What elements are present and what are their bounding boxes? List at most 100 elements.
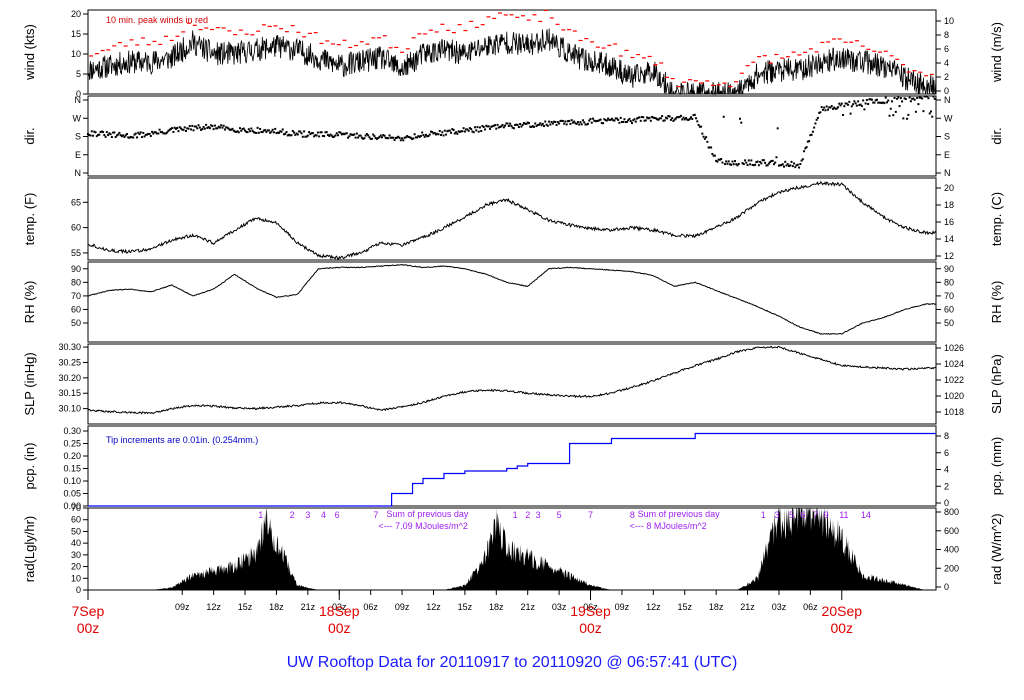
dir-point	[808, 140, 811, 143]
dir-point	[875, 98, 878, 101]
dir-point	[380, 136, 383, 139]
dir-point	[592, 117, 595, 120]
dir-point	[891, 100, 894, 103]
dir-point	[868, 98, 871, 101]
panel-pcp: 0.00 0.05 0.10 0.15 0.20 0.25 0.30 0 2 4 6 8 pcp. (i…	[22, 425, 1004, 511]
dir-point	[713, 154, 716, 157]
dir-point	[654, 117, 657, 120]
dir-point	[461, 130, 464, 133]
dir-point	[810, 133, 813, 136]
dir-point	[251, 129, 254, 132]
dir-point	[894, 110, 897, 113]
left-tick-label: 65	[71, 197, 81, 207]
dir-point	[334, 134, 337, 137]
hour-marker-label: 1	[513, 510, 518, 520]
dir-point	[782, 165, 785, 168]
dir-point	[388, 134, 391, 137]
dir-point	[288, 133, 291, 136]
dir-point	[529, 125, 532, 128]
dir-point	[190, 128, 193, 131]
dir-point	[863, 108, 866, 111]
panel-frame	[87, 177, 937, 261]
dir-point	[200, 128, 203, 131]
dir-point	[291, 129, 294, 132]
dir-point	[852, 103, 855, 106]
dir-point	[656, 118, 659, 121]
dir-point	[496, 123, 499, 126]
dir-point	[830, 105, 833, 108]
dir-point	[526, 121, 529, 124]
dir-point	[254, 131, 257, 134]
hour-marker-group: 1 3 5 6 7 9 11 14	[761, 510, 871, 520]
dir-point	[281, 128, 284, 131]
dir-point	[97, 133, 100, 136]
dir-point	[128, 136, 131, 139]
dir-point	[737, 162, 740, 165]
dir-point	[475, 129, 478, 132]
dir-point	[565, 123, 568, 126]
y-axis-label-right: pcp. (mm)	[989, 437, 1004, 496]
y-axis-label-left: RH (%)	[22, 281, 37, 324]
dir-point	[421, 131, 424, 134]
right-tick-label: 1026	[944, 343, 964, 353]
dir-point	[364, 134, 367, 137]
dir-point	[919, 96, 922, 99]
dir-point	[314, 134, 317, 137]
dir-point	[394, 137, 397, 140]
dir-point	[227, 127, 230, 130]
dir-point	[512, 127, 515, 130]
dir-point	[786, 163, 789, 166]
dir-point	[262, 129, 265, 132]
dir-point	[347, 136, 350, 139]
dir-point	[818, 111, 821, 114]
dir-point	[850, 105, 853, 108]
dir-point	[245, 130, 248, 133]
dir-point	[335, 132, 338, 135]
dir-point	[703, 137, 706, 140]
dir-point	[139, 131, 142, 134]
dir-point	[662, 119, 665, 122]
dir-point	[407, 135, 410, 138]
left-tick-label: 5	[76, 69, 81, 79]
dir-point	[133, 133, 136, 136]
dir-point	[776, 127, 779, 130]
dir-point	[893, 96, 896, 99]
dir-point	[637, 116, 640, 119]
dir-point	[932, 95, 935, 98]
dir-point	[168, 128, 171, 131]
dir-point	[173, 126, 176, 129]
hour-marker-label: 2	[290, 510, 295, 520]
right-tick-label: 18	[944, 200, 954, 210]
dir-point	[886, 101, 889, 104]
dir-point	[815, 118, 818, 121]
dir-point	[471, 130, 474, 133]
dir-point	[898, 105, 901, 108]
dir-point	[581, 119, 584, 122]
dir-point	[181, 128, 184, 131]
dir-point	[285, 131, 288, 134]
dir-point	[735, 163, 738, 166]
dir-point	[320, 131, 323, 134]
dir-point	[921, 97, 924, 100]
right-tick-label: 14	[944, 234, 954, 244]
dir-point	[781, 163, 784, 166]
dir-point	[387, 137, 390, 140]
dir-point	[467, 129, 470, 132]
dir-point	[825, 105, 828, 108]
dir-point	[403, 136, 406, 139]
left-tick-label: S	[75, 132, 81, 142]
dir-point	[247, 128, 250, 131]
dir-point	[595, 120, 598, 123]
dir-point	[712, 154, 715, 157]
y-axis-label-left: temp. (F)	[22, 193, 37, 246]
dir-point	[505, 122, 508, 125]
dir-point	[677, 116, 680, 119]
dir-point	[816, 116, 819, 119]
dir-point	[309, 133, 312, 136]
dir-point	[284, 132, 287, 135]
dir-point	[123, 135, 126, 138]
dir-point	[878, 101, 881, 104]
dir-point	[478, 126, 481, 129]
dir-point	[440, 133, 443, 136]
dir-point	[306, 134, 309, 137]
